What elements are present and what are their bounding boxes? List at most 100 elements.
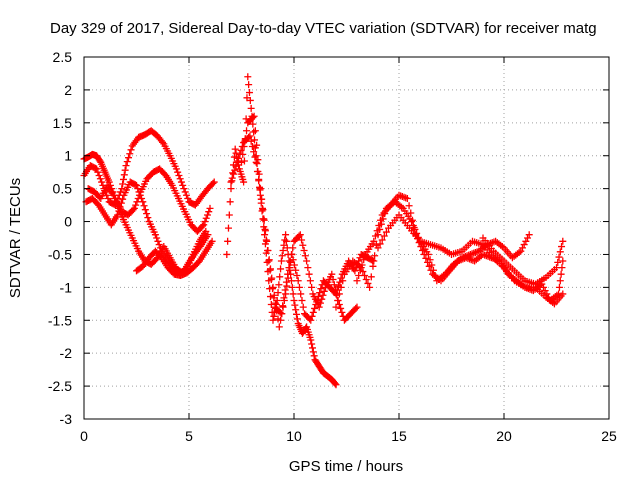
data-point — [134, 185, 142, 193]
data-point — [141, 206, 149, 214]
data-point — [292, 266, 300, 274]
data-point — [96, 157, 104, 165]
data-point — [417, 243, 425, 251]
data-point — [329, 275, 337, 283]
y-tick-label: -0.5 — [48, 246, 72, 262]
data-point — [367, 273, 375, 281]
data-point — [273, 307, 281, 315]
data-point — [292, 306, 300, 314]
data-point — [295, 283, 303, 291]
data-point — [353, 303, 361, 311]
data-point — [258, 195, 266, 203]
data-point — [484, 252, 492, 260]
data-point — [245, 81, 253, 89]
data-point — [144, 214, 152, 222]
series-track-4 — [84, 181, 212, 277]
data-point — [247, 137, 255, 145]
data-point — [290, 261, 298, 269]
x-tick-label: 10 — [286, 428, 302, 444]
data-point — [130, 204, 138, 212]
data-point — [559, 237, 567, 245]
y-tick-label: 0.5 — [53, 181, 73, 197]
y-tick-label: 1.5 — [53, 115, 73, 131]
data-point — [374, 244, 382, 252]
data-point — [524, 234, 532, 242]
data-point — [175, 171, 183, 179]
data-point — [277, 257, 285, 265]
data-point — [425, 262, 433, 270]
data-point — [154, 237, 162, 245]
data-point — [522, 237, 530, 245]
data-point — [364, 279, 372, 287]
data-point — [129, 206, 137, 214]
data-point — [377, 216, 385, 224]
data-point — [206, 204, 214, 212]
x-tick-label: 0 — [80, 428, 88, 444]
data-point — [278, 252, 286, 260]
data-point — [332, 381, 340, 389]
data-point — [249, 120, 257, 128]
data-point — [302, 324, 310, 332]
data-point — [309, 308, 317, 316]
data-point — [135, 188, 143, 196]
data-point — [232, 162, 240, 170]
data-point — [311, 304, 319, 312]
data-point — [469, 256, 477, 264]
data-point — [277, 316, 285, 324]
data-point — [317, 285, 325, 293]
data-point — [299, 303, 307, 311]
data-point — [305, 270, 313, 278]
data-point — [268, 274, 276, 282]
data-point — [263, 237, 271, 245]
data-point — [339, 277, 347, 285]
data-point — [403, 195, 411, 203]
y-tick-label: -1 — [60, 279, 73, 295]
data-point — [454, 257, 462, 265]
data-point — [308, 344, 316, 352]
x-tick-label: 25 — [601, 428, 617, 444]
data-point — [104, 195, 112, 203]
data-point — [283, 282, 291, 290]
data-point — [230, 170, 238, 178]
data-point — [304, 264, 312, 272]
data-point — [298, 297, 306, 305]
data-point — [402, 194, 410, 202]
data-point — [265, 256, 273, 264]
data-point — [209, 179, 217, 187]
data-point — [408, 218, 416, 226]
data-point — [290, 297, 298, 305]
data-point — [133, 198, 141, 206]
data-point — [127, 146, 135, 154]
data-point — [370, 257, 378, 265]
data-point — [468, 250, 476, 258]
data-point — [182, 191, 190, 199]
axis-ticks — [83, 56, 610, 420]
data-point — [121, 166, 129, 174]
data-point — [143, 210, 151, 218]
data-point — [177, 178, 185, 186]
data-point — [291, 301, 299, 309]
data-point — [91, 164, 99, 172]
data-point — [382, 228, 390, 236]
data-point — [96, 175, 104, 183]
data-point — [274, 289, 282, 297]
data-point — [301, 252, 309, 260]
data-point — [420, 250, 428, 258]
data-point — [395, 191, 403, 199]
data-point — [270, 291, 278, 299]
data-point — [559, 257, 567, 265]
data-point — [373, 227, 381, 235]
data-point — [159, 138, 167, 146]
data-point — [466, 250, 474, 258]
data-point — [338, 308, 346, 316]
data-point — [98, 178, 106, 186]
data-point — [309, 348, 317, 356]
data-point — [330, 281, 338, 289]
plot-frame — [83, 56, 610, 420]
data-point — [139, 198, 147, 206]
data-point — [289, 256, 297, 264]
x-axis-title: GPS time / hours — [289, 458, 403, 475]
data-point — [275, 323, 283, 331]
data-point — [427, 266, 435, 274]
data-point — [370, 237, 378, 245]
